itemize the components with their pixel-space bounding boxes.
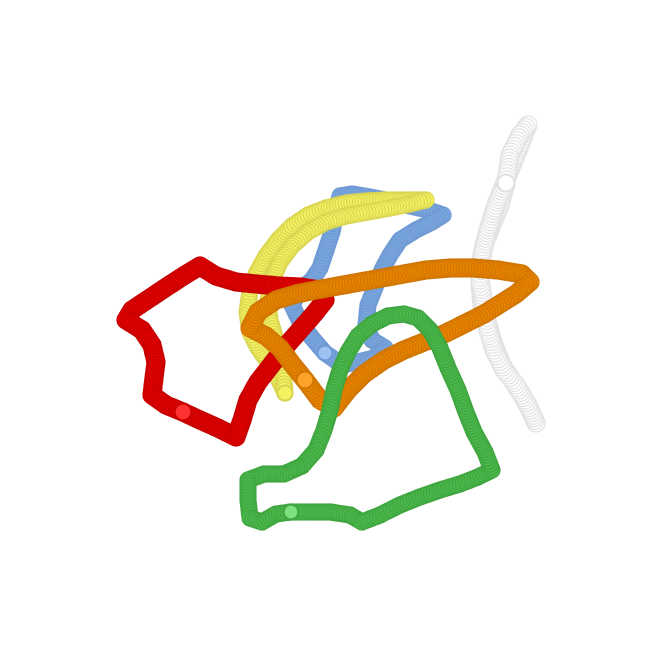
white-stroke-start-marker — [497, 174, 515, 192]
green-stroke-start-marker — [283, 504, 299, 520]
orange-stroke-start-marker — [296, 371, 314, 389]
red-stroke-start-marker — [174, 403, 192, 421]
green-stroke — [239, 305, 501, 531]
yellow-stroke-start-marker — [277, 385, 293, 401]
blue-stroke-start-marker — [317, 345, 333, 361]
